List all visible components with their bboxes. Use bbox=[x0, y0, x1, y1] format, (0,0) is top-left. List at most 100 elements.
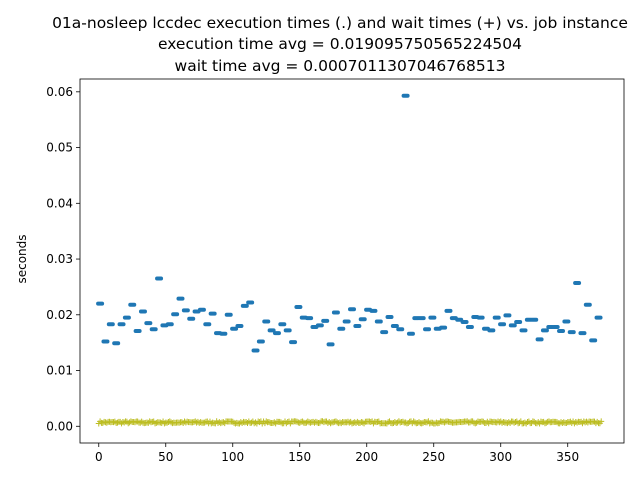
execution-time-point bbox=[514, 320, 523, 325]
wait-time-point bbox=[239, 419, 246, 426]
wait-time-point bbox=[598, 418, 605, 425]
execution-time-point bbox=[337, 326, 346, 331]
execution-time-point bbox=[380, 330, 389, 335]
y-tick-label: 0.00 bbox=[46, 419, 73, 433]
wait-time-point bbox=[127, 418, 134, 425]
execution-time-point bbox=[530, 317, 539, 322]
wait-time-point bbox=[299, 418, 306, 425]
wait-time-point bbox=[385, 419, 392, 426]
execution-time-point bbox=[406, 331, 415, 336]
execution-time-point bbox=[106, 322, 115, 327]
wait-time-point bbox=[500, 418, 507, 425]
execution-time-point bbox=[498, 322, 507, 327]
execution-time-point bbox=[283, 328, 292, 333]
y-tick-label: 0.04 bbox=[46, 196, 73, 210]
chart-title-line-3: wait time avg = 0.0007011307046768513 bbox=[175, 57, 506, 75]
execution-time-point bbox=[551, 325, 560, 330]
wait-time-point bbox=[209, 419, 216, 426]
execution-time-point bbox=[138, 309, 147, 314]
execution-time-point bbox=[128, 302, 137, 307]
x-tick-label: 300 bbox=[489, 450, 512, 464]
execution-time-point bbox=[562, 319, 571, 324]
wait-time-point bbox=[192, 418, 199, 425]
chart-title-line-1: 01a-nosleep lccdec execution times (.) a… bbox=[52, 14, 628, 32]
execution-time-point bbox=[305, 316, 314, 321]
wait-time-point bbox=[574, 419, 581, 426]
execution-time-point bbox=[246, 300, 255, 305]
execution-time-point bbox=[460, 320, 469, 325]
execution-time-point bbox=[267, 328, 276, 333]
execution-time-point bbox=[197, 307, 206, 312]
execution-time-point bbox=[508, 323, 517, 328]
wait-time-point bbox=[265, 418, 272, 425]
execution-time-point bbox=[181, 308, 190, 313]
x-tick-label: 150 bbox=[288, 450, 311, 464]
x-tick-label: 0 bbox=[95, 450, 103, 464]
wait-time-point bbox=[312, 418, 319, 425]
execution-time-point bbox=[439, 325, 448, 330]
execution-time-point bbox=[133, 328, 142, 333]
execution-time-point bbox=[262, 319, 271, 324]
execution-time-point bbox=[342, 319, 351, 324]
wait-time-point bbox=[415, 419, 422, 426]
execution-time-point bbox=[487, 328, 496, 333]
y-tick-label: 0.02 bbox=[46, 308, 73, 322]
x-tick-label: 250 bbox=[422, 450, 445, 464]
execution-time-point bbox=[117, 322, 126, 327]
execution-time-point bbox=[144, 321, 153, 326]
execution-time-point bbox=[519, 328, 528, 333]
execution-time-point bbox=[390, 323, 399, 328]
execution-time-point bbox=[385, 315, 394, 320]
execution-time-point bbox=[230, 326, 239, 331]
wait-time-point bbox=[220, 419, 227, 426]
execution-time-point bbox=[331, 310, 340, 315]
x-tick-label: 50 bbox=[158, 450, 173, 464]
execution-time-point bbox=[535, 337, 544, 342]
execution-time-point bbox=[428, 315, 437, 320]
wait-time-point bbox=[263, 418, 270, 425]
execution-time-point bbox=[423, 327, 432, 332]
wait-time-point bbox=[571, 420, 578, 427]
y-tick-label: 0.06 bbox=[46, 85, 73, 99]
wait-time-point bbox=[277, 419, 284, 426]
wait-time-point bbox=[256, 419, 263, 426]
execution-time-point bbox=[165, 322, 174, 327]
execution-time-point bbox=[321, 318, 330, 323]
execution-time-point bbox=[171, 312, 180, 317]
wait-time-point bbox=[304, 418, 311, 425]
execution-time-point bbox=[492, 315, 501, 320]
execution-time-point bbox=[573, 281, 582, 286]
execution-time-point bbox=[219, 331, 228, 336]
wait-time-point bbox=[145, 419, 152, 426]
execution-time-point bbox=[272, 331, 281, 336]
execution-time-point bbox=[96, 301, 105, 306]
execution-time-point bbox=[235, 323, 244, 328]
execution-time-point bbox=[589, 338, 598, 343]
execution-time-point bbox=[315, 323, 324, 328]
execution-time-point bbox=[112, 341, 121, 346]
execution-time-point bbox=[289, 340, 298, 345]
execution-time-point bbox=[348, 307, 356, 312]
execution-time-point bbox=[101, 339, 110, 344]
wait-time-point bbox=[114, 419, 121, 426]
execution-time-point bbox=[149, 327, 158, 332]
execution-time-point bbox=[476, 315, 485, 320]
execution-time-point bbox=[557, 328, 566, 333]
wait-time-point bbox=[327, 420, 334, 427]
execution-time-point bbox=[396, 327, 405, 332]
execution-time-point bbox=[208, 311, 217, 316]
wait-time-point bbox=[157, 419, 164, 426]
wait-time-point bbox=[121, 419, 128, 426]
plot-area: 0 50 100 150 200 250 300 350 0.00 0.01 0.02 0.03 0.0… bbox=[46, 78, 625, 464]
execution-time-point bbox=[417, 316, 426, 321]
execution-time-point bbox=[578, 331, 587, 336]
execution-time-point bbox=[540, 328, 549, 333]
wait-time-point bbox=[320, 419, 327, 426]
execution-time-point bbox=[444, 308, 453, 313]
execution-time-point bbox=[256, 339, 265, 344]
wait-time-point bbox=[161, 420, 168, 427]
execution-time-point bbox=[326, 342, 335, 347]
execution-time-point bbox=[203, 322, 212, 327]
wait-time-point bbox=[359, 419, 366, 426]
